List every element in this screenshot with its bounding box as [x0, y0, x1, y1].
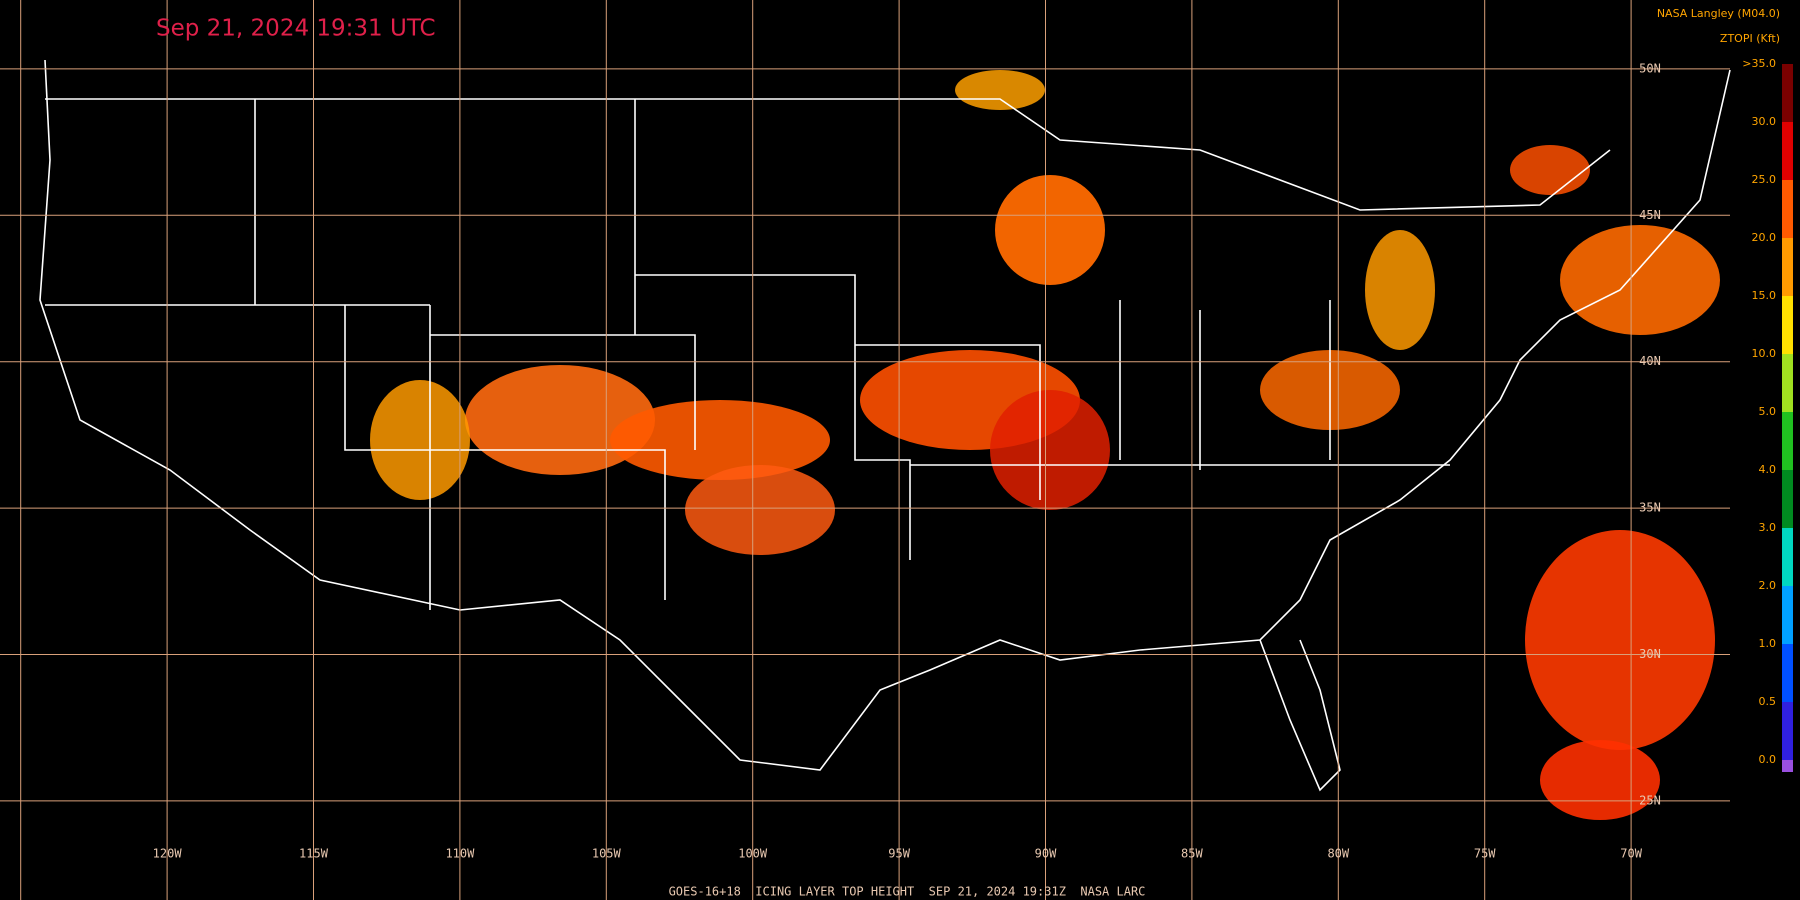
scale-label: >35.0	[1742, 57, 1776, 70]
color-swatch	[1782, 586, 1793, 644]
color-swatch	[1782, 238, 1793, 296]
scale-label: 1.0	[1759, 637, 1777, 650]
cloud	[370, 380, 470, 500]
color-swatch	[1782, 64, 1793, 122]
cloud-layer	[370, 70, 1720, 820]
cloud	[685, 465, 835, 555]
timestamp: Sep 21, 2024 19:31 UTC	[156, 16, 436, 42]
longitude-label: 95W	[888, 847, 910, 861]
longitude-label: 100W	[738, 847, 768, 861]
boundaries	[39, 59, 1731, 792]
source: NASA Langley (M04.0)	[1657, 7, 1780, 20]
scale-label: 5.0	[1759, 405, 1777, 418]
latitude-label: 50N	[1639, 61, 1661, 75]
color-swatch	[1782, 122, 1793, 180]
cloud	[1510, 145, 1590, 195]
state-lines	[45, 99, 1450, 610]
coastline	[39, 59, 1731, 771]
longitude-label: 90W	[1035, 847, 1057, 861]
latitude-label: 25N	[1639, 793, 1661, 807]
longitude-label: 120W	[153, 847, 183, 861]
latitude-label: 45N	[1639, 208, 1661, 222]
florida	[1259, 639, 1341, 792]
cloud	[990, 390, 1110, 510]
color-swatch	[1782, 296, 1793, 354]
scale-label: 25.0	[1752, 173, 1777, 186]
scale-label: 0.5	[1759, 695, 1777, 708]
scale-label: 4.0	[1759, 463, 1777, 476]
border	[45, 98, 1611, 211]
latitude-label: 40N	[1639, 354, 1661, 368]
cloud	[1365, 230, 1435, 350]
graticule: 50N 45N 40N 35N 30N 25N 120W 115W 110W 105W 100W 95…	[0, 0, 1730, 900]
cloud	[995, 175, 1105, 285]
cloud	[1560, 225, 1720, 335]
longitude-label: 70W	[1620, 847, 1642, 861]
color-scale: >35.0 30.0 25.0 20.0 15.0 10.0 5.0 4.0 3.0 2.0 1.0…	[1742, 57, 1793, 772]
longitude-label: 80W	[1327, 847, 1349, 861]
footer: GOES-16+18 ICING LAYER TOP HEIGHT SEP 21…	[669, 885, 1146, 899]
color-swatch	[1782, 702, 1793, 760]
color-swatch	[1782, 644, 1793, 702]
color-swatch	[1782, 470, 1793, 528]
scale-label: 3.0	[1759, 521, 1777, 534]
scale-label: 10.0	[1752, 347, 1777, 360]
longitude-label: 105W	[592, 847, 622, 861]
latitude-label: 30N	[1639, 647, 1661, 661]
color-swatch	[1782, 528, 1793, 586]
cloud	[1540, 740, 1660, 820]
color-swatch	[1782, 412, 1793, 470]
color-swatch	[1782, 180, 1793, 238]
scale-label: 15.0	[1752, 289, 1777, 302]
longitude-label: 75W	[1474, 847, 1496, 861]
scale-label: 0.0	[1759, 753, 1777, 766]
longitude-label: 110W	[445, 847, 475, 861]
color-swatch	[1782, 354, 1793, 412]
latitude-label: 35N	[1639, 501, 1661, 515]
cloud	[465, 365, 655, 475]
longitude-label: 115W	[299, 847, 329, 861]
cloud	[1525, 530, 1715, 750]
scale-label: 2.0	[1759, 579, 1777, 592]
cloud	[610, 400, 830, 480]
legend-title: ZTOPI (Kft)	[1720, 32, 1780, 45]
scale-label: 20.0	[1752, 231, 1777, 244]
longitude-label: 85W	[1181, 847, 1203, 861]
cloud	[955, 70, 1045, 110]
scale-label: 30.0	[1752, 115, 1777, 128]
color-swatch	[1782, 760, 1793, 772]
